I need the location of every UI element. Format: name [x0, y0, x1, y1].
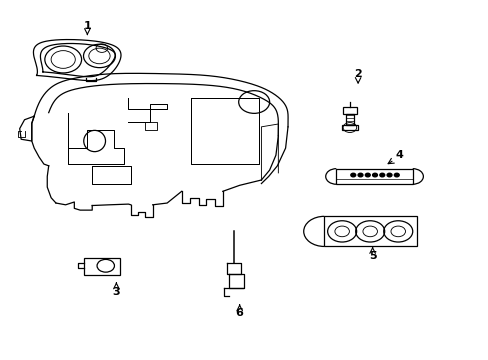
Circle shape: [365, 173, 369, 177]
Text: 1: 1: [83, 21, 91, 31]
Bar: [342, 125, 357, 130]
Text: 3: 3: [112, 287, 120, 297]
Circle shape: [350, 173, 355, 177]
Circle shape: [386, 173, 391, 177]
Bar: [336, 168, 412, 184]
Text: 4: 4: [394, 150, 402, 160]
Text: 2: 2: [353, 69, 361, 79]
Circle shape: [379, 173, 384, 177]
Circle shape: [357, 173, 362, 177]
Circle shape: [393, 173, 398, 177]
Text: 6: 6: [235, 308, 243, 318]
Circle shape: [372, 173, 377, 177]
Bar: [343, 107, 356, 114]
Bar: [83, 258, 120, 275]
Text: 5: 5: [368, 251, 376, 261]
Bar: [324, 216, 416, 246]
Bar: [345, 114, 353, 125]
